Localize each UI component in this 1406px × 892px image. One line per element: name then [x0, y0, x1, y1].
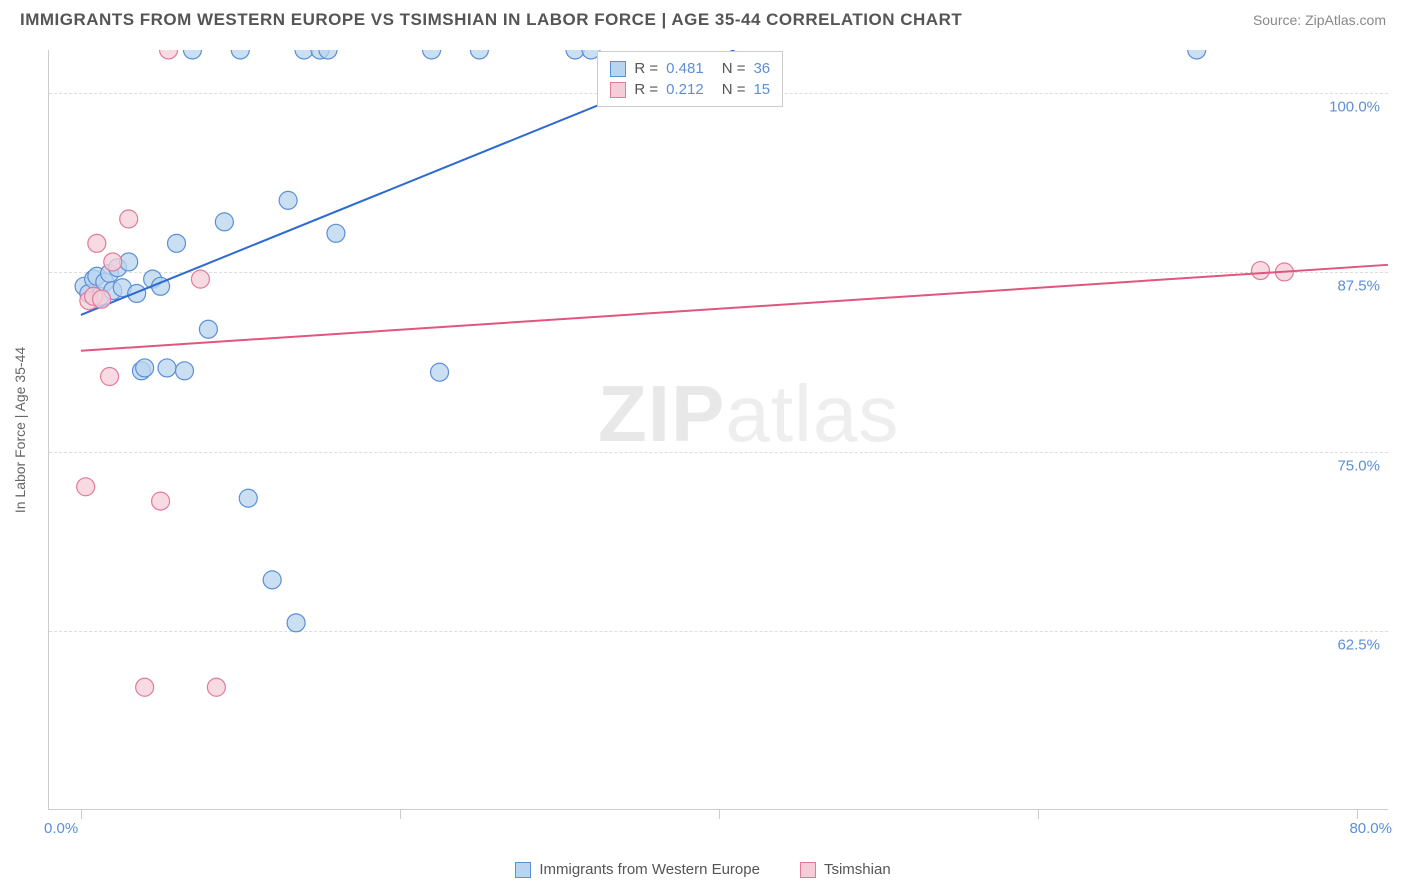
legend-n-label: N = — [722, 60, 746, 77]
legend-n-value: 15 — [753, 81, 770, 98]
source-label: Source: ZipAtlas.com — [1253, 12, 1386, 28]
data-point — [120, 210, 138, 228]
data-point — [128, 284, 146, 302]
data-point — [470, 50, 488, 59]
data-point — [263, 571, 281, 589]
data-point — [120, 253, 138, 271]
y-axis-title: In Labor Force | Age 35-44 — [12, 347, 28, 513]
legend-label: Immigrants from Western Europe — [539, 861, 760, 878]
legend-swatch — [800, 862, 816, 878]
correlation-legend: R = 0.481 N = 36 R = 0.212 N = 15 — [597, 51, 783, 107]
data-point — [176, 362, 194, 380]
legend-swatch — [610, 61, 626, 77]
data-point — [215, 213, 233, 231]
x-tick — [81, 809, 82, 819]
x-label-right: 80.0% — [1349, 820, 1392, 837]
legend-row: R = 0.212 N = 15 — [610, 79, 770, 100]
data-point — [431, 363, 449, 381]
x-tick — [1357, 809, 1358, 819]
data-point — [423, 50, 441, 59]
data-point — [1188, 50, 1206, 59]
legend-label: Tsimshian — [824, 861, 891, 878]
data-point — [93, 290, 111, 308]
data-point — [199, 320, 217, 338]
chart-header: IMMIGRANTS FROM WESTERN EUROPE VS TSIMSH… — [0, 0, 1406, 38]
legend-n-label: N = — [722, 81, 746, 98]
data-point — [183, 50, 201, 59]
data-point — [279, 191, 297, 209]
series-legend: Immigrants from Western Europe Tsimshian — [0, 861, 1406, 878]
data-point — [566, 50, 584, 59]
footer-legend-item: Tsimshian — [800, 861, 891, 878]
chart-plot-area: ZIPatlas 62.5%75.0%87.5%100.0% — [48, 50, 1388, 810]
plot-svg — [49, 50, 1388, 809]
data-point — [136, 678, 154, 696]
footer-legend-item: Immigrants from Western Europe — [515, 861, 760, 878]
data-point — [104, 253, 122, 271]
x-tick — [719, 809, 720, 819]
data-point — [287, 614, 305, 632]
legend-swatch — [515, 862, 531, 878]
legend-n-value: 36 — [753, 60, 770, 77]
x-tick — [400, 809, 401, 819]
data-point — [168, 234, 186, 252]
data-point — [136, 359, 154, 377]
data-point — [327, 224, 345, 242]
data-point — [207, 678, 225, 696]
legend-r-label: R = — [634, 60, 658, 77]
data-point — [295, 50, 313, 59]
data-point — [160, 50, 178, 59]
chart-title: IMMIGRANTS FROM WESTERN EUROPE VS TSIMSH… — [20, 10, 962, 30]
data-point — [239, 489, 257, 507]
x-label-left: 0.0% — [44, 820, 78, 837]
legend-r-value: 0.481 — [666, 60, 704, 77]
data-point — [77, 478, 95, 496]
data-point — [158, 359, 176, 377]
data-point — [231, 50, 249, 59]
data-point — [191, 270, 209, 288]
legend-swatch — [610, 82, 626, 98]
x-tick — [1038, 809, 1039, 819]
data-point — [101, 368, 119, 386]
data-point — [1251, 262, 1269, 280]
data-point — [152, 492, 170, 510]
legend-row: R = 0.481 N = 36 — [610, 58, 770, 79]
legend-r-label: R = — [634, 81, 658, 98]
x-axis-labels: 0.0% 80.0% — [48, 820, 1388, 850]
legend-r-value: 0.212 — [666, 81, 704, 98]
trend-line — [81, 265, 1388, 351]
data-point — [88, 234, 106, 252]
